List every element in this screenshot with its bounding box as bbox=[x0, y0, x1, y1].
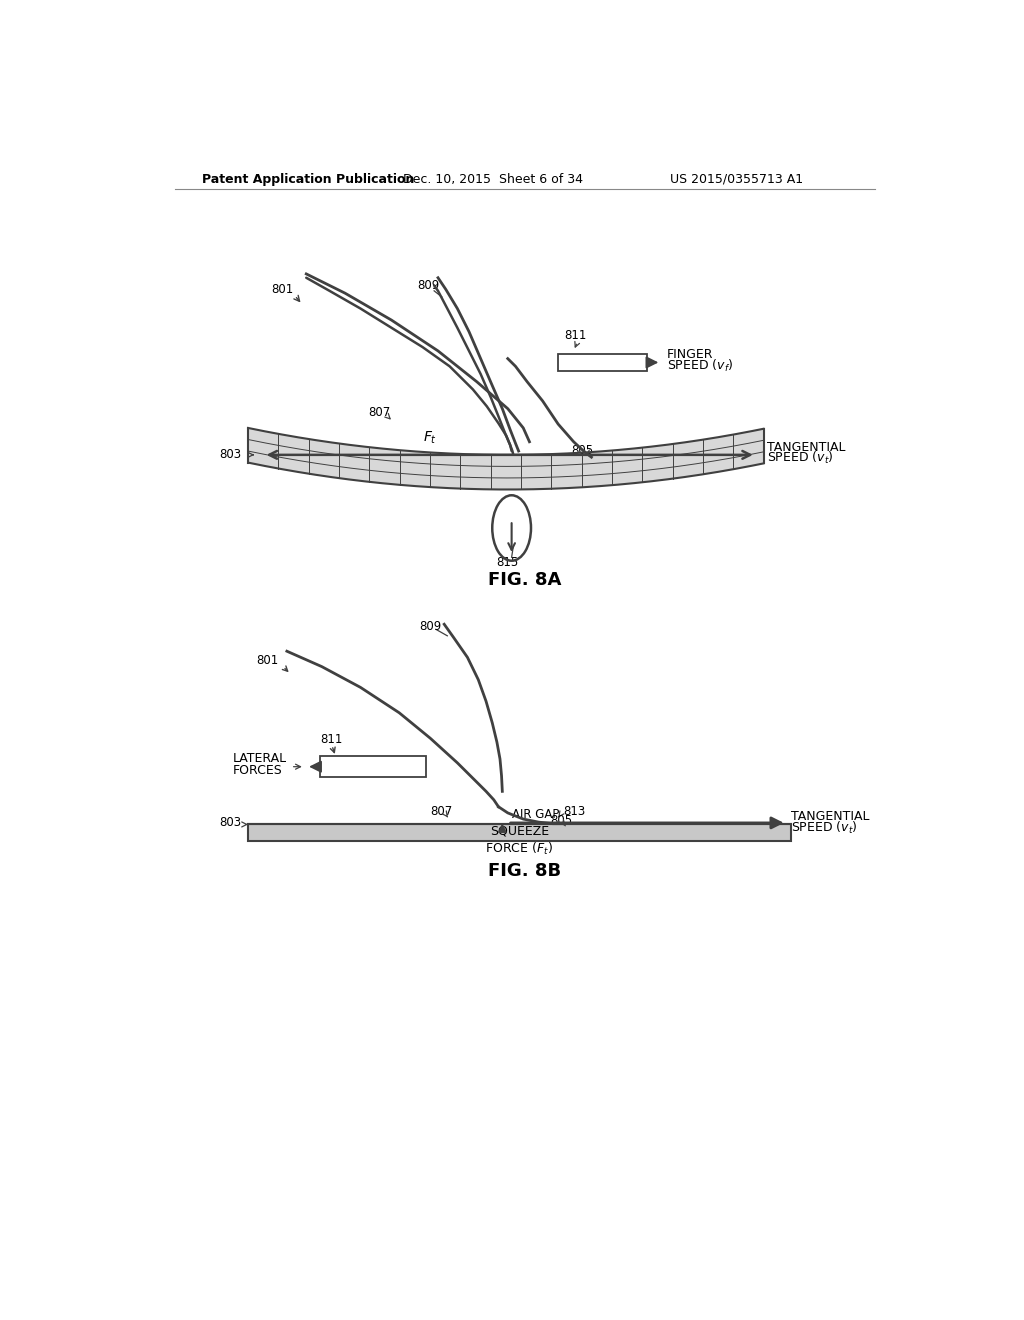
Text: 803: 803 bbox=[219, 816, 242, 829]
Text: $F_t$: $F_t$ bbox=[423, 429, 437, 446]
FancyBboxPatch shape bbox=[321, 756, 426, 777]
Text: 813: 813 bbox=[563, 805, 586, 818]
Text: 809: 809 bbox=[418, 279, 440, 292]
Text: 805: 805 bbox=[550, 814, 572, 828]
Text: 803: 803 bbox=[219, 449, 242, 462]
Text: 801: 801 bbox=[271, 282, 294, 296]
Text: SPEED ($v_t$): SPEED ($v_t$) bbox=[791, 820, 857, 836]
Text: SPEED ($v_f$): SPEED ($v_f$) bbox=[667, 358, 733, 375]
Text: FORCES: FORCES bbox=[232, 764, 283, 777]
Text: 801: 801 bbox=[256, 653, 279, 667]
Text: FORCE ($F_t$): FORCE ($F_t$) bbox=[485, 841, 553, 858]
Text: 807: 807 bbox=[369, 407, 390, 418]
FancyBboxPatch shape bbox=[558, 354, 647, 371]
Text: US 2015/0355713 A1: US 2015/0355713 A1 bbox=[671, 173, 804, 186]
Polygon shape bbox=[248, 428, 764, 490]
Text: 811: 811 bbox=[321, 733, 343, 746]
Text: 805: 805 bbox=[571, 445, 594, 458]
Text: AIR GAP: AIR GAP bbox=[512, 808, 559, 821]
Text: 815: 815 bbox=[497, 556, 519, 569]
Text: TANGENTIAL: TANGENTIAL bbox=[767, 441, 846, 454]
Text: FIG. 8A: FIG. 8A bbox=[488, 570, 561, 589]
Text: SQUEEZE: SQUEEZE bbox=[489, 825, 549, 838]
Text: 809: 809 bbox=[419, 620, 441, 634]
FancyBboxPatch shape bbox=[248, 825, 791, 841]
Text: 811: 811 bbox=[564, 329, 587, 342]
Text: Patent Application Publication: Patent Application Publication bbox=[202, 173, 414, 186]
Text: SPEED ($v_t$): SPEED ($v_t$) bbox=[767, 450, 835, 466]
Text: FIG. 8B: FIG. 8B bbox=[488, 862, 561, 879]
Text: TANGENTIAL: TANGENTIAL bbox=[791, 810, 869, 824]
Text: FINGER: FINGER bbox=[667, 348, 713, 362]
Text: 807: 807 bbox=[430, 805, 453, 818]
Text: LATERAL: LATERAL bbox=[232, 752, 287, 766]
Text: Dec. 10, 2015  Sheet 6 of 34: Dec. 10, 2015 Sheet 6 of 34 bbox=[403, 173, 583, 186]
